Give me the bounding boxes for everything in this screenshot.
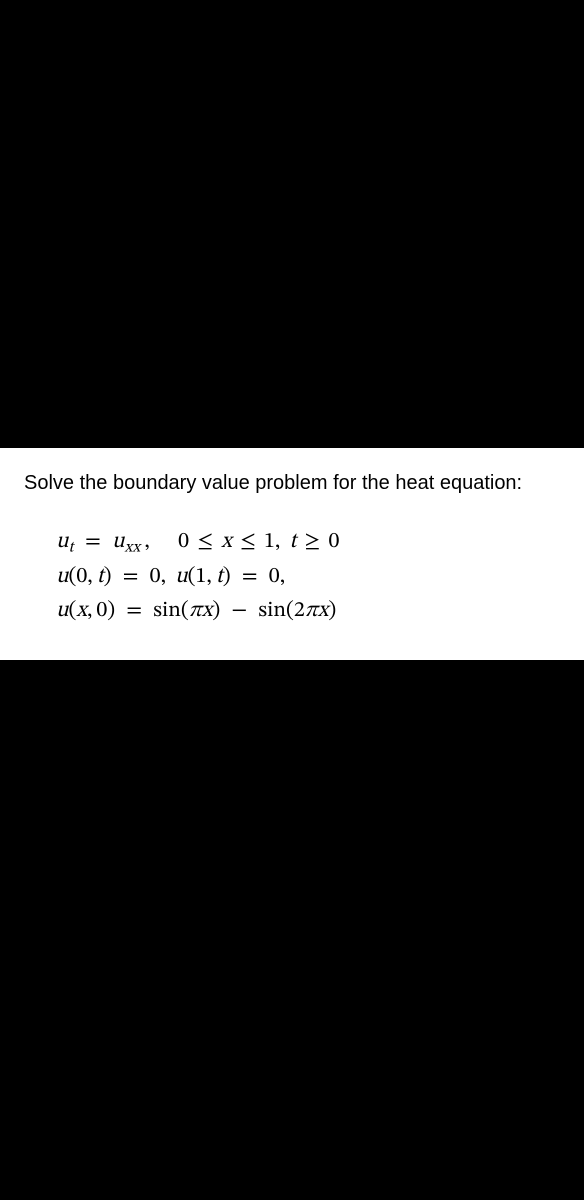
domain-t: t <box>289 531 296 553</box>
t1-x: x <box>202 600 213 622</box>
bc2-sep: , <box>206 566 211 588</box>
problem-prompt: Solve the boundary value problem for the… <box>24 470 560 497</box>
equals-3: = <box>236 566 264 588</box>
domain-t-zero: 0 <box>329 531 340 553</box>
bc1-arg2: t <box>97 566 104 588</box>
domain-x: x <box>221 531 232 553</box>
equation-line-2: u(0,t) = 0, u(1,t) = 0, <box>56 560 560 594</box>
bc1-u: u <box>56 566 69 588</box>
t2-open: ( <box>286 600 294 622</box>
bc2-close: ) <box>223 566 231 588</box>
comma-3: , <box>161 566 166 588</box>
bc2-arg2: t <box>216 566 223 588</box>
leq-1: ≤ <box>194 531 216 553</box>
bc1-close: ) <box>104 566 112 588</box>
domain-zero: 0 <box>178 531 189 553</box>
equals-1: = <box>79 531 107 553</box>
ic-arg1: x <box>76 600 87 622</box>
pde-lhs-var: u <box>56 531 69 553</box>
problem-card: Solve the boundary value problem for the… <box>0 448 584 660</box>
pde-rhs-var: u <box>112 531 125 553</box>
equals-2: = <box>117 566 145 588</box>
t1-pi: π <box>189 600 202 622</box>
bc1-sep: , <box>87 566 92 588</box>
equation-line-1: ut = uxx, 0 ≤ x ≤ 1, t ≥ 0 <box>56 525 560 560</box>
bc1-arg1: 0 <box>76 566 87 588</box>
minus-op: − <box>225 600 253 622</box>
sin-2: sin <box>258 600 286 622</box>
domain-one: 1 <box>264 531 275 553</box>
equations-block: ut = uxx, 0 ≤ x ≤ 1, t ≥ 0 u(0,t) = 0, u… <box>24 525 560 628</box>
geq-1: ≥ <box>302 531 324 553</box>
ic-sep: , <box>87 600 92 622</box>
equation-line-3: u(x,0) = sin(πx) − sin(2πx) <box>56 594 560 628</box>
t1-close: ) <box>212 600 220 622</box>
t2-pi: π <box>305 600 318 622</box>
leq-2: ≤ <box>237 531 259 553</box>
ic-u: u <box>56 600 69 622</box>
t2-coef: 2 <box>294 600 305 622</box>
bc2-u: u <box>175 566 188 588</box>
ic-close: ) <box>107 600 115 622</box>
pde-lhs-sub: t <box>69 539 74 555</box>
pde-rhs-sub: xx <box>125 539 141 555</box>
equals-4: = <box>120 600 148 622</box>
bc2-open: ( <box>188 566 196 588</box>
t2-x: x <box>318 600 329 622</box>
comma-4: , <box>280 566 285 588</box>
comma-1: , <box>144 531 149 553</box>
t1-open: ( <box>181 600 189 622</box>
bc1-val: 0 <box>150 566 161 588</box>
sin-1: sin <box>153 600 181 622</box>
t2-close: ) <box>328 600 336 622</box>
bc2-val: 0 <box>269 566 280 588</box>
ic-arg2: 0 <box>96 600 107 622</box>
comma-2: , <box>275 531 280 553</box>
bc2-arg1: 1 <box>196 566 207 588</box>
